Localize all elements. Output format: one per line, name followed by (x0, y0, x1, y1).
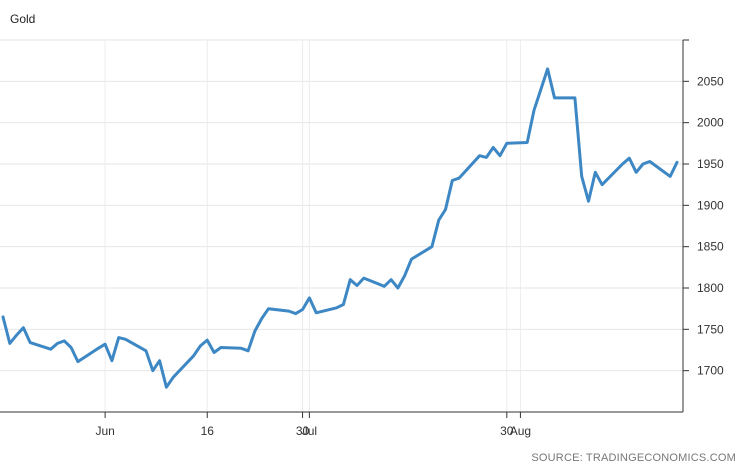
y-tick-label: 1950 (697, 157, 724, 171)
x-tick-label: Aug (510, 424, 531, 438)
gold-price-line (1, 67, 679, 389)
x-tick-label: Jun (95, 424, 114, 438)
y-tick-label: 2000 (697, 116, 724, 130)
y-tick-label: 1750 (697, 322, 724, 336)
x-tick-label: 30 (500, 424, 514, 438)
chart-title: Gold (10, 12, 36, 26)
x-tick-label: Jul (302, 424, 317, 438)
x-tick-label: 16 (201, 424, 215, 438)
y-tick-label: 1850 (697, 240, 724, 254)
y-tick-label: 1900 (697, 198, 724, 212)
y-tick-label: 1700 (697, 364, 724, 378)
y-tick-label: 1800 (697, 281, 724, 295)
source-label: SOURCE: TRADINGECONOMICS.COM (531, 452, 736, 464)
x-tick-label: 30 (296, 424, 310, 438)
y-tick-label: 2050 (697, 74, 724, 88)
